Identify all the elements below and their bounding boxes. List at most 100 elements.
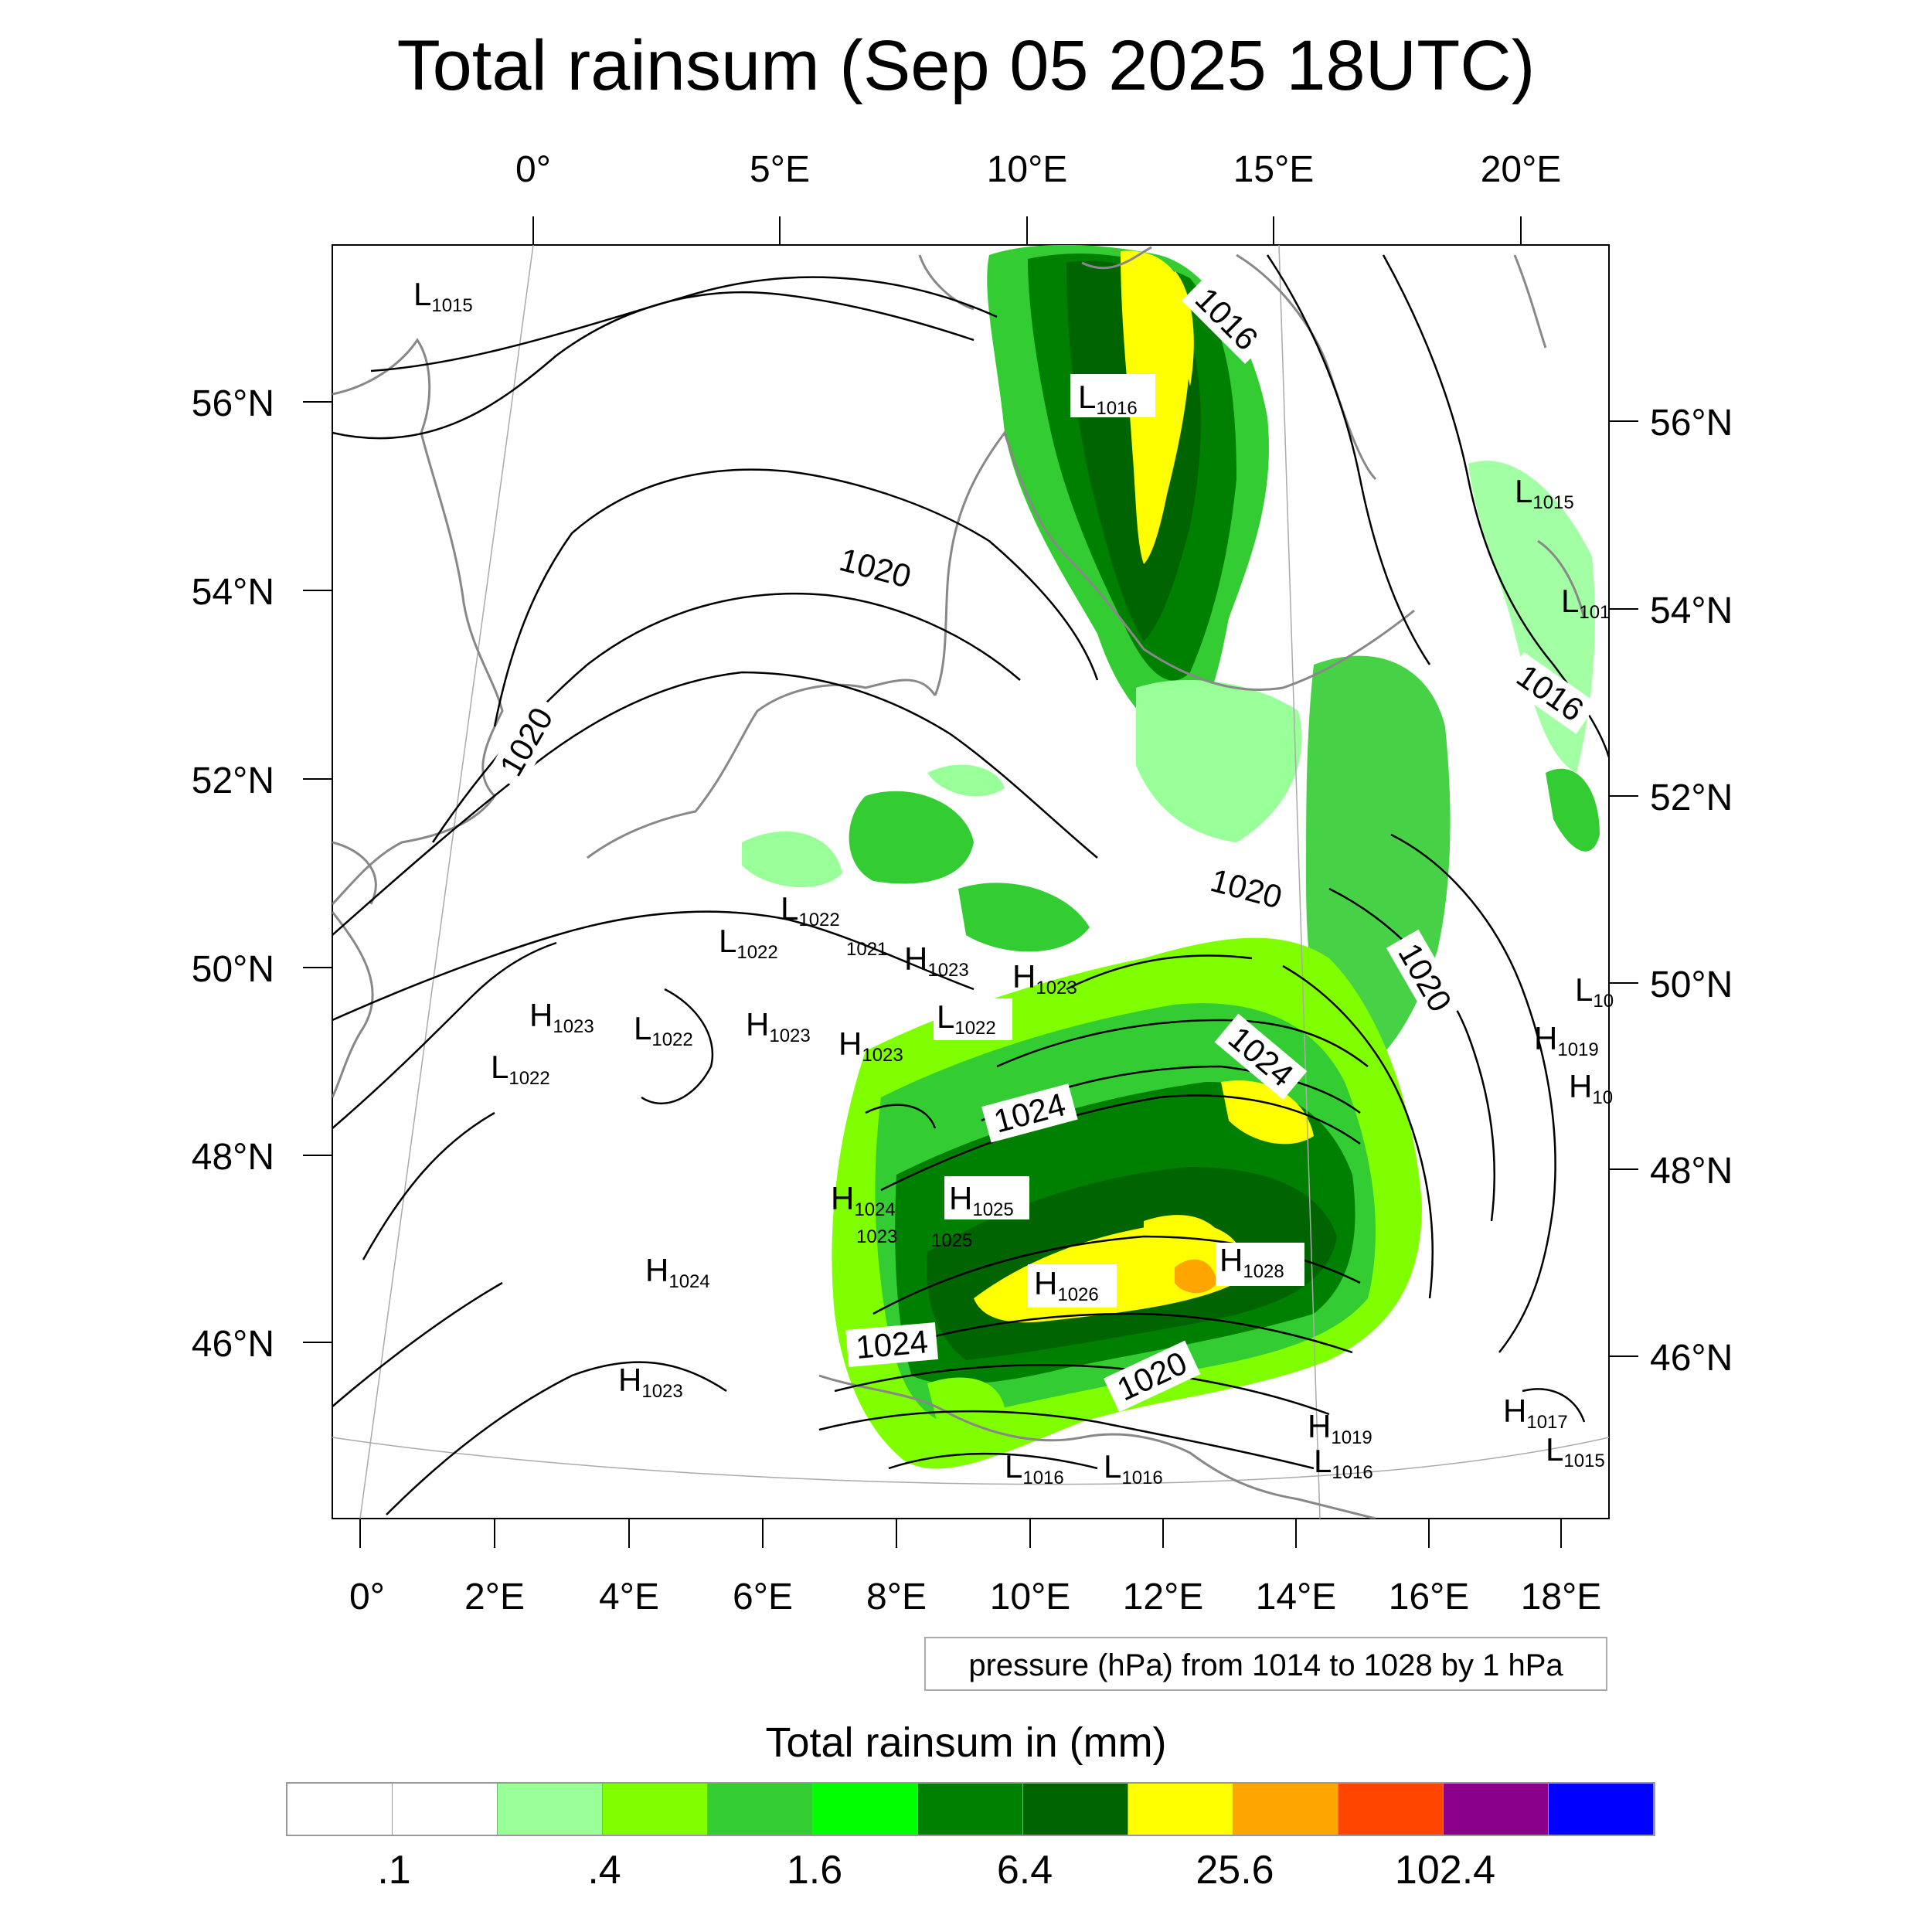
top-tick-label: 15°E xyxy=(1233,149,1315,190)
pressure-center-label: H1026 xyxy=(1028,1264,1117,1308)
coastline xyxy=(332,246,1586,1519)
graticule xyxy=(332,245,1609,1519)
svg-text:L1016: L1016 xyxy=(1078,379,1138,419)
colorbar-label: .4 xyxy=(587,1848,621,1893)
pressure-center-label: H1023 xyxy=(618,1362,683,1402)
colorbar-label: .1 xyxy=(377,1848,411,1893)
colorbar-swatch xyxy=(1338,1784,1444,1835)
pressure-center-label: L1016 xyxy=(1005,1448,1064,1488)
colorbar-swatch xyxy=(1549,1784,1654,1835)
pressure-info-box: pressure (hPa) from 1014 to 1028 by 1 hP… xyxy=(924,1637,1607,1691)
colorbar-swatch xyxy=(498,1784,603,1835)
bottom-tick-label: 14°E xyxy=(1256,1577,1337,1617)
left-tick-label: 52°N xyxy=(192,760,274,801)
bottom-tick-label: 16°E xyxy=(1389,1577,1470,1617)
right-tick-label: 48°N xyxy=(1650,1151,1733,1192)
pressure-center-label: H1024 xyxy=(831,1180,896,1220)
colorbar-swatch xyxy=(813,1784,918,1835)
pressure-center-label: 1021 xyxy=(846,939,887,960)
left-tick-label: 48°N xyxy=(192,1137,274,1178)
pressure-center-label: L1022 xyxy=(781,890,840,930)
bottom-tick-label: 18°E xyxy=(1521,1577,1602,1617)
right-tick-label: 50°N xyxy=(1650,964,1733,1005)
map-title: Total rainsum (Sep 05 2025 18UTC) xyxy=(396,26,1536,105)
map-content xyxy=(332,245,1609,1519)
pressure-center-label: H10 xyxy=(1569,1068,1613,1108)
top-tick-label: 0° xyxy=(515,149,551,190)
pressure-center-label: L1022 xyxy=(934,998,1012,1040)
pressure-center-label: 1023 xyxy=(856,1226,897,1247)
bottom-tick-label: 10°E xyxy=(990,1577,1071,1617)
bottom-tick-label: 12°E xyxy=(1123,1577,1204,1617)
pressure-center-label: L1016 xyxy=(1314,1443,1373,1483)
pressure-center-label: L1016 xyxy=(1070,374,1155,419)
colorbar-label: 102.4 xyxy=(1394,1848,1496,1893)
pressure-center-label: L1022 xyxy=(719,923,778,963)
isobar-label: 1024 xyxy=(845,1322,938,1368)
colorbar-swatch xyxy=(1128,1784,1233,1835)
tick-marks xyxy=(303,216,1638,1548)
bottom-tick-label: 2°E xyxy=(464,1577,525,1617)
svg-text:H1028: H1028 xyxy=(1219,1242,1284,1282)
colorbar-label: 1.6 xyxy=(786,1848,843,1893)
svg-text:L1022: L1022 xyxy=(937,998,996,1039)
left-tick-labels: 56°N 54°N 52°N 50°N 48°N 46°N xyxy=(192,383,274,1365)
right-tick-label: 52°N xyxy=(1650,777,1733,818)
pressure-center-label: L1022 xyxy=(491,1049,550,1089)
colorbar-label: 25.6 xyxy=(1196,1848,1274,1893)
left-tick-label: 46°N xyxy=(192,1324,274,1365)
pressure-center-label: 1025 xyxy=(931,1230,972,1251)
top-tick-label: 5°E xyxy=(750,149,810,190)
pressure-center-label: H1025 xyxy=(944,1176,1029,1220)
pressure-center-label: L1015 xyxy=(1515,473,1574,513)
left-tick-label: 54°N xyxy=(192,572,274,613)
bottom-tick-label: 6°E xyxy=(733,1577,793,1617)
left-tick-label: 56°N xyxy=(192,383,274,424)
pressure-center-label: H1024 xyxy=(645,1252,710,1292)
colorbar-swatch xyxy=(603,1784,708,1835)
pressure-center-label: L1015 xyxy=(413,276,473,316)
pressure-center-labels: L1015 L1016 L1015 L101 L1022 L1022 1021 … xyxy=(413,276,1614,1488)
rain-field xyxy=(742,245,1600,1469)
colorbar-swatch xyxy=(1444,1784,1549,1835)
left-tick-label: 50°N xyxy=(192,949,274,990)
colorbar-swatch xyxy=(1023,1784,1128,1835)
pressure-center-label: L1015 xyxy=(1546,1431,1605,1471)
bottom-tick-labels: 0° 2°E 4°E 6°E 8°E 10°E 12°E 14°E 16°E 1… xyxy=(349,1577,1601,1617)
top-tick-labels: 0° 5°E 10°E 15°E 20°E xyxy=(515,149,1561,190)
pressure-center-label: H1019 xyxy=(1534,1020,1599,1060)
pressure-center-label: H1023 xyxy=(529,997,594,1037)
right-tick-labels: 56°N 54°N 52°N 50°N 48°N 46°N xyxy=(1650,403,1733,1379)
colorbar-swatch xyxy=(393,1784,498,1835)
pressure-center-label: H1023 xyxy=(1012,958,1077,998)
colorbar-label: 6.4 xyxy=(996,1848,1053,1893)
colorbar-swatch xyxy=(1233,1784,1338,1835)
legend-title: Total rainsum in (mm) xyxy=(765,1719,1167,1766)
right-tick-label: 54°N xyxy=(1650,590,1733,631)
bottom-tick-label: 4°E xyxy=(599,1577,659,1617)
top-tick-label: 10°E xyxy=(987,149,1068,190)
pressure-center-label: H1017 xyxy=(1503,1393,1568,1433)
svg-text:1024: 1024 xyxy=(854,1323,929,1366)
pressure-center-label: H1023 xyxy=(746,1006,811,1046)
colorbar-swatch xyxy=(708,1784,813,1835)
pressure-center-label: L101 xyxy=(1561,583,1610,623)
bottom-tick-label: 0° xyxy=(349,1577,385,1617)
pressure-center-label: H1023 xyxy=(904,940,969,981)
pressure-center-label: L1016 xyxy=(1104,1448,1163,1488)
right-tick-label: 46°N xyxy=(1650,1338,1733,1379)
colorbar-swatch xyxy=(287,1784,393,1835)
colorbar xyxy=(286,1782,1655,1836)
pressure-center-label: H1028 xyxy=(1216,1242,1304,1286)
right-tick-label: 56°N xyxy=(1650,403,1733,444)
pressure-center-label: H1019 xyxy=(1308,1408,1372,1448)
colorbar-swatch xyxy=(918,1784,1023,1835)
pressure-center-label: H1023 xyxy=(838,1026,903,1066)
svg-text:H1025: H1025 xyxy=(949,1180,1014,1220)
top-tick-label: 20°E xyxy=(1481,149,1562,190)
pressure-center-label: L10 xyxy=(1575,971,1614,1012)
bottom-tick-label: 8°E xyxy=(866,1577,927,1617)
pressure-center-label: L1022 xyxy=(634,1010,693,1050)
svg-text:H1026: H1026 xyxy=(1034,1265,1099,1305)
